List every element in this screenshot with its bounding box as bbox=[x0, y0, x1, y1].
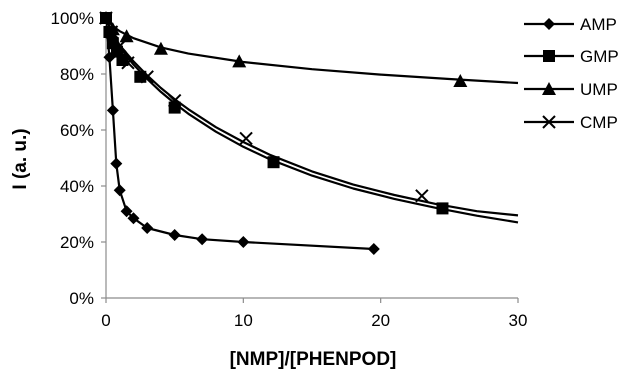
legend-label: UMP bbox=[580, 80, 618, 99]
cmp-point bbox=[415, 189, 429, 203]
y-tick-label: 20% bbox=[60, 233, 94, 252]
cmp-point bbox=[113, 39, 127, 53]
amp-point bbox=[141, 222, 154, 234]
legend-marker bbox=[543, 18, 555, 30]
legend: AMP GMP UMP CMP bbox=[524, 15, 619, 132]
gmp-curve bbox=[106, 17, 519, 224]
legend-marker bbox=[542, 82, 556, 95]
legend-item-gmp: GMP bbox=[524, 47, 619, 66]
y-tick-label: 40% bbox=[60, 177, 94, 196]
cmp-point bbox=[167, 93, 182, 108]
legend-marker bbox=[543, 50, 555, 62]
ump-point bbox=[232, 54, 247, 68]
amp-point bbox=[127, 212, 140, 225]
ump-point bbox=[105, 22, 120, 36]
legend-item-cmp: CMP bbox=[524, 113, 618, 132]
legend-label: AMP bbox=[580, 15, 617, 34]
ump-point bbox=[453, 74, 468, 87]
cmp-point bbox=[239, 131, 253, 146]
y-tick-label: 60% bbox=[60, 121, 94, 140]
ump-point bbox=[119, 29, 134, 43]
x-tick-label: 0 bbox=[101, 311, 110, 330]
axes bbox=[101, 17, 519, 303]
y-tick-label: 0% bbox=[69, 289, 94, 308]
amp-point bbox=[237, 236, 250, 248]
amp-point bbox=[367, 243, 380, 255]
fit-curves bbox=[106, 17, 519, 251]
data-markers bbox=[99, 11, 468, 255]
y-axis-title: I (a. u.) bbox=[10, 128, 31, 189]
legend-item-ump: UMP bbox=[524, 80, 618, 99]
legend-label: GMP bbox=[580, 47, 619, 66]
y-tick-label: 100% bbox=[51, 9, 94, 28]
cmp-curve bbox=[106, 17, 519, 217]
cmp-point bbox=[140, 70, 154, 84]
amp-curve bbox=[106, 17, 374, 251]
gmp-point bbox=[267, 156, 280, 169]
amp-point bbox=[120, 205, 133, 218]
gmp-point bbox=[436, 202, 449, 215]
cmp-point bbox=[121, 56, 135, 70]
legend-label: CMP bbox=[580, 113, 618, 132]
gmp-point bbox=[134, 70, 147, 83]
ump-curve bbox=[106, 17, 519, 85]
amp-point bbox=[196, 233, 209, 246]
x-tick-label: 10 bbox=[234, 311, 253, 330]
x-axis-title: [NMP]/[PHENPOD] bbox=[230, 349, 397, 370]
amp-point bbox=[106, 104, 119, 117]
cmp-point bbox=[104, 25, 119, 39]
legend-marker bbox=[542, 115, 556, 129]
y-tick-label: 80% bbox=[60, 65, 94, 84]
legend-item-amp: AMP bbox=[524, 15, 617, 34]
gmp-point bbox=[116, 54, 129, 66]
x-tick-label: 30 bbox=[509, 311, 528, 330]
ump-point bbox=[153, 41, 168, 55]
amp-point bbox=[168, 229, 181, 241]
cmp-point bbox=[99, 11, 113, 25]
x-tick-label: 20 bbox=[371, 311, 390, 330]
tick-labels: 0 10 20 30 0% 20% 40% 60% 80% 100% bbox=[51, 9, 528, 330]
amp-point bbox=[113, 184, 126, 197]
amp-point bbox=[110, 157, 123, 170]
